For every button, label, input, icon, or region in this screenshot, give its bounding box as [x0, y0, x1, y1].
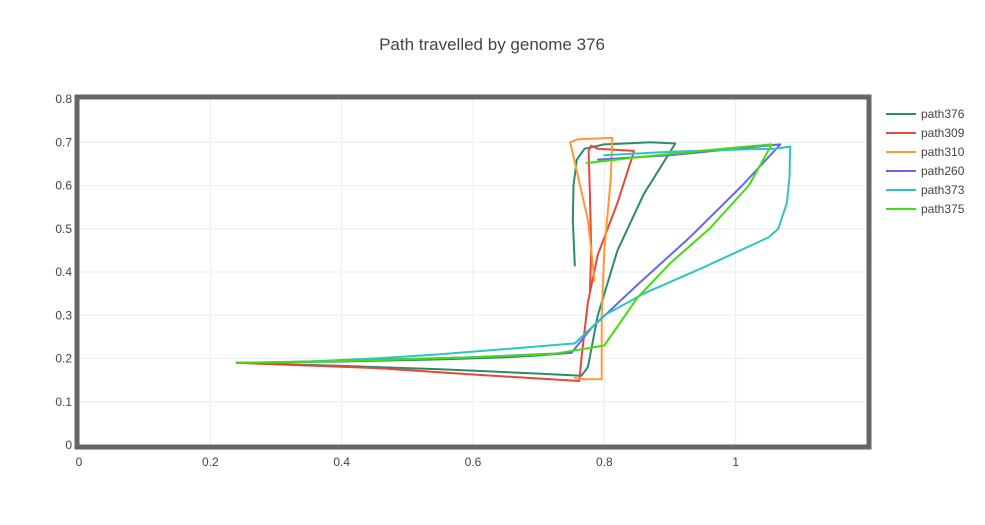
x-tick-label: 1 — [732, 455, 739, 469]
plot-series — [235, 136, 792, 382]
legend-label: path310 — [921, 145, 965, 159]
legend[interactable]: path376 path309 path310 path260 path373 path3… — [886, 107, 965, 216]
legend-item-path375[interactable]: path375 — [886, 202, 965, 216]
legend-item-path373[interactable]: path373 — [886, 183, 965, 197]
x-tick-label: 0.6 — [465, 455, 482, 469]
legend-label: path309 — [921, 126, 965, 140]
x-tick-label: 0 — [76, 455, 83, 469]
y-tick-label: 0.3 — [55, 308, 72, 322]
y-tick-label: 0.7 — [55, 135, 72, 149]
plot-frame — [74, 94, 872, 450]
y-axis: 0 0.1 0.2 0.3 0.4 0.5 0.6 0.7 0.8 — [55, 92, 72, 452]
y-tick-label: 0.6 — [55, 179, 72, 193]
legend-label: path260 — [921, 164, 965, 178]
legend-item-path260[interactable]: path260 — [886, 164, 965, 178]
legend-label: path376 — [921, 107, 965, 121]
x-tick-label: 0.8 — [596, 455, 613, 469]
series-line-path260 — [235, 143, 782, 364]
series-line-path376 — [235, 141, 677, 377]
x-axis: 0 0.2 0.4 0.6 0.8 1 — [76, 455, 740, 469]
legend-label: path375 — [921, 202, 965, 216]
legend-item-path376[interactable]: path376 — [886, 107, 965, 121]
series-line-path373 — [235, 145, 792, 364]
series-line-path375 — [235, 143, 773, 364]
legend-item-path309[interactable]: path309 — [886, 126, 965, 140]
y-tick-label: 0.8 — [55, 92, 72, 106]
grid — [78, 98, 867, 446]
series-line-path310 — [569, 136, 614, 381]
y-tick-label: 0 — [65, 438, 72, 452]
x-tick-label: 0.4 — [333, 455, 350, 469]
series-line-path309 — [235, 144, 635, 382]
chart-title: Path travelled by genome 376 — [379, 35, 605, 54]
y-tick-label: 0.4 — [55, 265, 72, 279]
legend-item-path310[interactable]: path310 — [886, 145, 965, 159]
legend-label: path373 — [921, 183, 965, 197]
y-tick-label: 0.5 — [55, 222, 72, 236]
y-tick-label: 0.2 — [55, 352, 72, 366]
x-tick-label: 0.2 — [202, 455, 219, 469]
y-tick-label: 0.1 — [55, 395, 72, 409]
